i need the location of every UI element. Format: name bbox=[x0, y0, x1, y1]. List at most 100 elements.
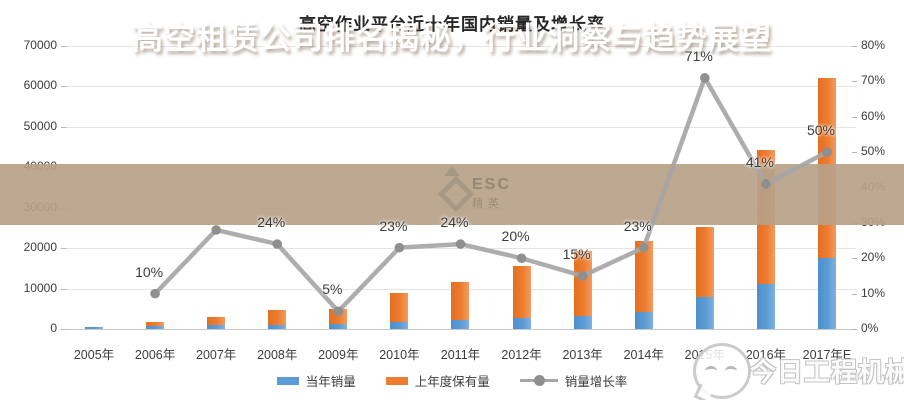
bar-segment-sales bbox=[268, 324, 287, 329]
bar-segment-sales bbox=[146, 326, 165, 329]
line-point bbox=[516, 253, 527, 264]
growth-data-label: 41% bbox=[745, 153, 774, 170]
growth-data-label: 24% bbox=[440, 214, 469, 231]
gridline bbox=[66, 126, 856, 128]
right-axis-tick: 80% bbox=[861, 38, 886, 52]
legend-swatch-holdings bbox=[385, 376, 408, 385]
growth-data-label: 50% bbox=[806, 122, 835, 139]
line-point bbox=[211, 225, 221, 235]
bar-segment-holdings bbox=[146, 322, 165, 327]
gridline bbox=[66, 329, 856, 330]
left-axis-tick: 60000 bbox=[23, 78, 57, 93]
triangle-icon bbox=[444, 166, 460, 176]
x-axis-tick: 2006年 bbox=[134, 348, 176, 362]
right-axis-tick: 20% bbox=[861, 250, 886, 265]
legend-item-sales: 当年销量 bbox=[276, 371, 356, 390]
right-axis-tick: 10% bbox=[861, 285, 886, 300]
x-axis-tick: 2014年 bbox=[623, 348, 664, 362]
bubble-eye-left bbox=[705, 366, 717, 376]
line-point bbox=[150, 288, 160, 299]
wechat-watermark-text: 今日工程机械 bbox=[750, 357, 904, 387]
left-tick-mark bbox=[61, 329, 66, 330]
growth-data-label: 10% bbox=[135, 263, 164, 280]
bar-segment-holdings bbox=[390, 292, 409, 323]
legend-label-growth: 销量增长率 bbox=[564, 375, 628, 389]
bar-segment-sales bbox=[390, 322, 409, 329]
bar-segment-holdings bbox=[512, 265, 531, 318]
growth-data-label: 20% bbox=[501, 228, 530, 245]
line-point bbox=[700, 73, 710, 83]
bar-segment-holdings bbox=[329, 308, 348, 325]
bar-segment-sales bbox=[329, 324, 348, 329]
legend-item-growth: 销量增长率 bbox=[519, 371, 628, 390]
x-axis-tick: 2010年 bbox=[379, 348, 420, 362]
growth-data-label: 23% bbox=[623, 217, 652, 234]
right-axis-tick: 50% bbox=[861, 144, 886, 159]
right-tick-mark bbox=[852, 46, 857, 47]
right-tick-mark bbox=[852, 152, 857, 154]
left-axis-tick: 10000 bbox=[23, 280, 57, 295]
x-axis-tick: 2008年 bbox=[257, 348, 298, 362]
left-tick-mark bbox=[61, 46, 66, 47]
chart-title: 高空作业平台近十年国内销量及增长率 bbox=[299, 15, 605, 34]
right-axis-tick: 70% bbox=[861, 73, 886, 88]
bar-segment-holdings bbox=[207, 317, 226, 326]
x-axis-tick: 2012年 bbox=[501, 348, 542, 362]
bar-segment-sales bbox=[573, 316, 592, 329]
bubble-eye-right bbox=[725, 366, 737, 376]
growth-data-label: 23% bbox=[379, 217, 408, 234]
bar-segment-sales bbox=[451, 320, 470, 329]
right-axis-tick: 0% bbox=[861, 321, 879, 335]
right-tick-mark bbox=[852, 258, 857, 260]
x-axis-tick: 2011年 bbox=[440, 348, 481, 362]
x-axis-tick: 2009年 bbox=[318, 348, 359, 362]
right-tick-mark bbox=[852, 116, 857, 118]
esc-watermark-subtext: 精英 bbox=[472, 198, 504, 210]
bar-segment-holdings bbox=[695, 226, 714, 298]
legend-dot-marker bbox=[533, 375, 545, 386]
x-axis-tick: 2007年 bbox=[196, 348, 237, 362]
right-tick-mark bbox=[852, 329, 857, 330]
growth-data-label: 71% bbox=[684, 47, 713, 64]
left-tick-mark bbox=[61, 248, 66, 250]
right-axis-tick: 60% bbox=[861, 108, 886, 123]
left-axis-tick: 0 bbox=[50, 321, 57, 335]
right-tick-mark bbox=[852, 81, 857, 83]
x-axis-tick: 2016年 bbox=[745, 348, 787, 362]
legend-line-marker bbox=[519, 375, 558, 386]
bar-segment-sales bbox=[817, 258, 836, 329]
legend-label-holdings: 上年度保有量 bbox=[414, 375, 490, 389]
bar-segment-holdings bbox=[634, 240, 653, 312]
right-tick-mark bbox=[852, 293, 857, 295]
x-axis-tick: 2005年 bbox=[73, 348, 115, 362]
legend-item-holdings: 上年度保有量 bbox=[385, 371, 490, 390]
growth-data-label: 15% bbox=[562, 245, 591, 262]
bar-segment-holdings bbox=[268, 309, 287, 325]
bar-segment-sales bbox=[512, 317, 531, 329]
chart-legend: 当年销量 上年度保有量 销量增长率 bbox=[0, 371, 904, 390]
bar-segment-holdings bbox=[451, 281, 470, 321]
left-tick-mark bbox=[61, 288, 66, 290]
growth-data-label: 24% bbox=[257, 214, 286, 231]
bar-segment-sales bbox=[207, 325, 226, 329]
left-tick-mark bbox=[61, 126, 66, 128]
left-axis-tick: 20000 bbox=[23, 240, 57, 255]
growth-data-label: 5% bbox=[322, 281, 343, 298]
gridline bbox=[66, 86, 856, 88]
x-axis-tick: 2017年E bbox=[802, 348, 852, 362]
legend-swatch-sales bbox=[276, 376, 299, 385]
left-axis-tick: 70000 bbox=[23, 38, 57, 52]
wechat-watermark: 今日工程机械 bbox=[688, 338, 904, 400]
left-axis-tick: 50000 bbox=[23, 118, 57, 133]
esc-watermark: ESC 精英 bbox=[436, 148, 556, 218]
overlay-banner-text: 高空租赁公司排名揭秘，行业洞察与趋势展望 bbox=[132, 21, 772, 56]
x-axis-tick: 2013年 bbox=[562, 348, 603, 362]
bar-segment-sales bbox=[756, 284, 775, 329]
bar-segment-sales bbox=[695, 297, 714, 329]
bar-segment-sales bbox=[85, 326, 103, 329]
diamond-logo-icon bbox=[437, 175, 475, 213]
gridline bbox=[66, 46, 856, 47]
left-tick-mark bbox=[61, 86, 66, 88]
bar-segment-sales bbox=[634, 312, 653, 329]
